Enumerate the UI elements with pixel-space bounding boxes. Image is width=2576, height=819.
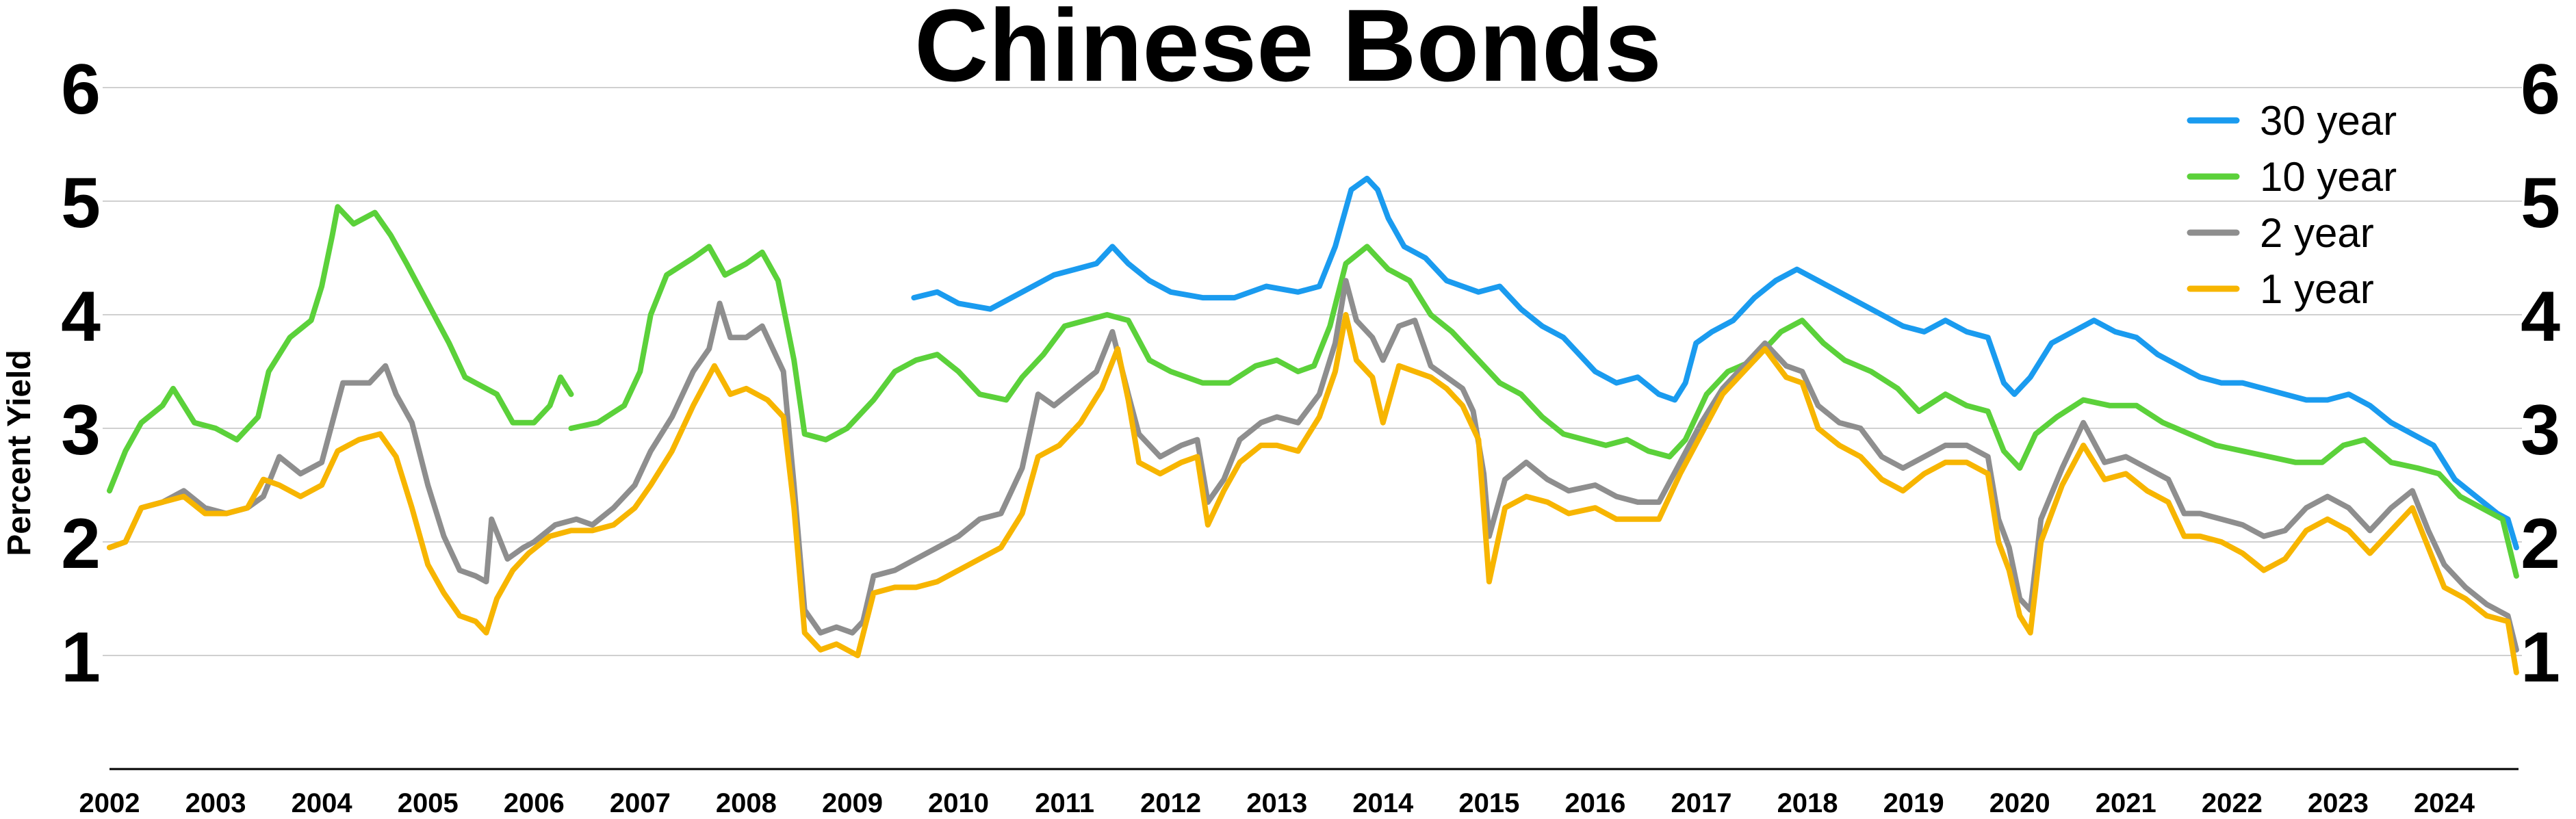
series-line-1: [107, 204, 574, 494]
y-ticks-right: 1 2 3 4 5 6: [2521, 50, 2560, 697]
y-tick-left-label: 1: [61, 618, 101, 697]
x-tick-label: 2020: [1989, 788, 2050, 818]
x-tick-label: 2004: [292, 788, 353, 818]
y-tick-right-label: 5: [2521, 164, 2560, 243]
chart-title: Chinese Bonds: [914, 0, 1662, 103]
x-tick-label: 2005: [398, 788, 459, 818]
y-tick-left-label: 3: [61, 391, 101, 470]
y-tick-left-label: 6: [61, 50, 101, 129]
x-tick-label: 2021: [2096, 788, 2156, 818]
y-axis-label: Percent Yield: [1, 350, 38, 556]
x-tick-label: 2016: [1564, 788, 1625, 818]
y-tick-left-label: 2: [61, 504, 101, 584]
x-tick-label: 2010: [928, 788, 989, 818]
y-ticks-left: 1 2 3 4 5 6: [61, 50, 101, 697]
y-tick-left-label: 5: [61, 164, 101, 243]
x-tick-label: 2013: [1246, 788, 1307, 818]
legend-label: 30 year: [2260, 98, 2397, 144]
x-tick-label: 2023: [2308, 788, 2369, 818]
series-line-0: [911, 175, 2519, 551]
x-tick-label: 2022: [2202, 788, 2263, 818]
y-tick-right-label: 2: [2521, 504, 2560, 584]
x-tick-label: 2007: [610, 788, 671, 818]
y-tick-right-label: 1: [2521, 618, 2560, 697]
x-tick-label: 2008: [716, 788, 777, 818]
x-tick-label: 2002: [79, 788, 140, 818]
y-tick-right-label: 4: [2521, 277, 2560, 356]
series-line-2: [568, 244, 2519, 579]
x-ticks: 2002 2003 2004 2005 2006 2007 2008 2009 2010 2011…: [79, 788, 2475, 818]
x-tick-label: 2009: [822, 788, 883, 818]
x-tick-label: 2011: [1035, 788, 1094, 818]
x-tick-label: 2006: [504, 788, 565, 818]
x-tick-label: 2012: [1140, 788, 1201, 818]
y-tick-right-label: 3: [2521, 391, 2560, 470]
x-tick-label: 2017: [1671, 788, 1731, 818]
x-tick-label: 2014: [1352, 788, 1414, 818]
series-lines: [107, 175, 2519, 675]
x-tick-label: 2019: [1883, 788, 1944, 818]
series-line-3: [107, 278, 2519, 653]
x-tick-label: 2015: [1458, 788, 1519, 818]
x-tick-label: 2003: [185, 788, 246, 818]
y-tick-left-label: 4: [61, 277, 101, 356]
x-tick-label: 2024: [2414, 788, 2475, 818]
series-line-4: [107, 312, 2519, 675]
legend-label: 1 year: [2260, 266, 2374, 312]
y-tick-right-label: 6: [2521, 50, 2560, 129]
legend-label: 2 year: [2260, 210, 2374, 256]
legend-label: 10 year: [2260, 154, 2397, 200]
legend: 30 year 10 year 2 year 1 year: [2187, 98, 2397, 312]
x-tick-label: 2018: [1777, 788, 1838, 818]
